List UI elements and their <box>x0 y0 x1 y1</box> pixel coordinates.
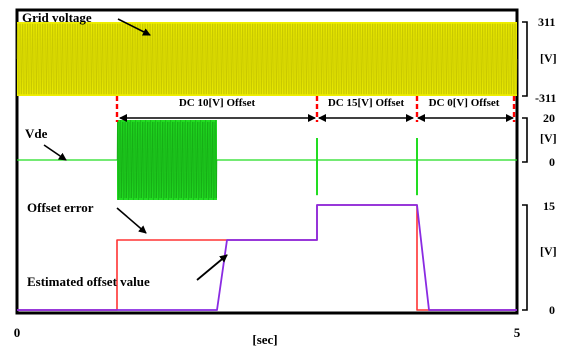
x-tick-5: 5 <box>514 325 521 340</box>
event-markers <box>115 96 516 122</box>
dc15-annotation: DC 15[V] Offset <box>328 97 405 109</box>
vde-tick-max: 20 <box>543 111 555 125</box>
estimated-offset-line <box>17 204 517 311</box>
grid-tick-min: -311 <box>535 91 556 105</box>
vde-label-arrow <box>43 144 67 161</box>
grid-voltage-label-arrow <box>117 18 151 36</box>
vde-trace <box>17 119 517 201</box>
offset-error-label-arrow <box>116 207 147 234</box>
grid-tick-max: 311 <box>538 15 555 29</box>
dc0-annotation: DC 0[V] Offset <box>429 97 500 109</box>
grid-unit: [V] <box>540 51 557 65</box>
estimated-offset-label: Estimated offset value <box>27 274 150 289</box>
estimated-offset-label-arrow <box>196 254 228 281</box>
grid-voltage-label: Grid voltage <box>22 10 92 25</box>
right-axis-grid: 311 [V] -311 <box>522 15 557 105</box>
grid-voltage-line <box>16 23 518 95</box>
dc10-annotation: DC 10[V] Offset <box>179 97 256 109</box>
vde-label: Vde <box>25 126 48 141</box>
offset-traces <box>17 204 517 311</box>
grid-voltage-trace <box>16 22 518 96</box>
vde-unit: [V] <box>540 131 557 145</box>
offset-error-label: Offset error <box>27 200 94 215</box>
offset-tick-zero: 0 <box>549 303 555 317</box>
vde-oscillation-line <box>116 119 218 201</box>
x-axis-label: [sec] <box>252 332 277 347</box>
vde-tick-zero: 0 <box>549 155 555 169</box>
right-axis-offset: 15 [V] 0 <box>522 199 557 317</box>
offset-unit: [V] <box>540 244 557 258</box>
right-axis-vde: 20 [V] 0 <box>522 111 557 169</box>
offset-tick-max: 15 <box>543 199 555 213</box>
x-tick-0: 0 <box>14 325 21 340</box>
